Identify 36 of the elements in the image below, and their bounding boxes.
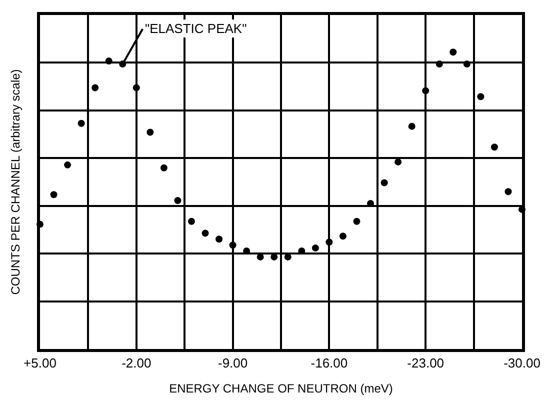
- point: [339, 232, 346, 240]
- point: [64, 161, 72, 168]
- point: [380, 179, 388, 186]
- x-tick-label: -30.00: [504, 356, 540, 371]
- point: [202, 230, 209, 237]
- point: [490, 144, 498, 151]
- point: [188, 218, 195, 225]
- point: [394, 158, 402, 166]
- point: [353, 218, 360, 225]
- point: [78, 120, 85, 127]
- point: [92, 84, 99, 92]
- x-tick-label: -23.00: [407, 356, 444, 371]
- point: [477, 93, 484, 100]
- annotation: "ELASTIC PEAK": [145, 21, 248, 36]
- x-tick-label: -9.00: [218, 356, 248, 371]
- point: [160, 164, 168, 172]
- x-tick-label: -16.00: [310, 356, 348, 371]
- point: [408, 122, 416, 130]
- point: [50, 191, 58, 198]
- x-tick-label: -2.00: [122, 356, 152, 371]
- x-axis-title: ENERGY CHANGE OF NEUTRON (meV): [169, 382, 393, 396]
- x-tick-label: +5.00: [24, 356, 56, 371]
- point: [422, 87, 430, 94]
- point: [463, 60, 470, 68]
- point: [105, 58, 112, 65]
- point: [229, 242, 236, 249]
- y-axis-title: COUNTS PER CHANNEL (arbitrary scale): [8, 69, 22, 295]
- point: [132, 84, 140, 92]
- point: [504, 188, 512, 196]
- point: [174, 197, 182, 204]
- point: [436, 60, 443, 68]
- point: [326, 238, 333, 246]
- point: [146, 128, 154, 136]
- point: [216, 236, 223, 243]
- point: [312, 244, 319, 252]
- point: [450, 48, 457, 56]
